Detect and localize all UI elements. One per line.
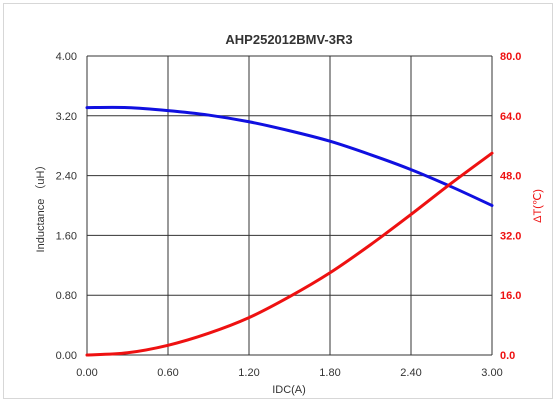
x-tick-label: 1.80 [319, 367, 340, 379]
temperature-rise-line [85, 151, 494, 357]
grid-lines [86, 55, 493, 356]
y2-tick-label: 32.0 [500, 230, 521, 242]
y-tick-label: 2.40 [56, 171, 77, 183]
x-tick-label: 2.40 [400, 367, 421, 379]
y-tick-label: 1.60 [56, 230, 77, 242]
y-tick-label: 4.00 [56, 51, 77, 63]
tick-labels: 0.00 0.60 1.20 1.80 2.40 3.00 0.00 0.80 1.60 2.40… [56, 51, 522, 379]
x-tick-label: 1.20 [238, 367, 259, 379]
x-tick-label: 0.00 [76, 367, 97, 379]
y-tick-label: 0.80 [56, 290, 77, 302]
y2-axis-label: ΔT(℃) [532, 189, 544, 223]
chart-title: AHP252012BMV-3R3 [225, 32, 352, 47]
y2-tick-label: 80.0 [500, 51, 521, 63]
x-axis-label: IDC(A) [272, 384, 306, 396]
series-lines [85, 105, 494, 357]
y-tick-label: 0.00 [56, 350, 77, 362]
chart-frame [3, 3, 553, 399]
x-tick-label: 0.60 [157, 367, 178, 379]
y2-tick-label: 0.0 [500, 350, 515, 362]
y-axis-label: Inductance （uH） [34, 160, 47, 253]
y2-tick-label: 48.0 [500, 171, 521, 183]
y2-tick-label: 16.0 [500, 290, 521, 302]
inductance-line [85, 105, 494, 207]
y-tick-label: 3.20 [56, 111, 77, 123]
y2-tick-label: 64.0 [500, 111, 521, 123]
x-tick-label: 3.00 [481, 367, 502, 379]
